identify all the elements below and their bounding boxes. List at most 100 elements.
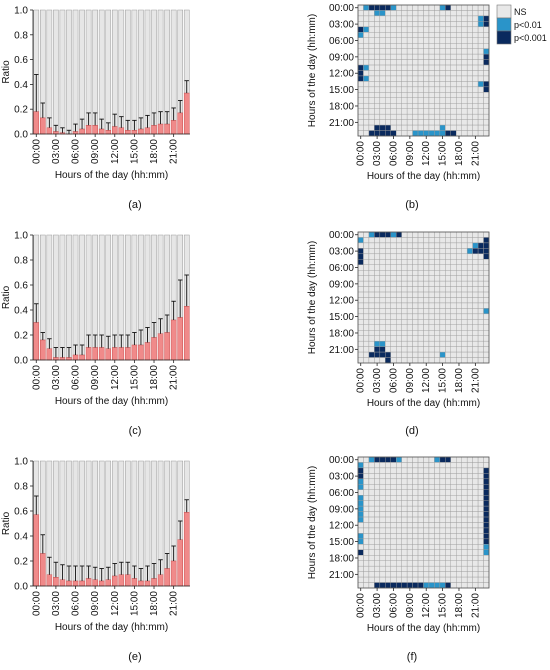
heatmap-cell-ns (477, 32, 484, 38)
heatmap-cell-ns (374, 467, 381, 474)
y-tick-label: 0.0 (14, 582, 28, 593)
heatmap-cell-ns (379, 286, 386, 293)
heatmap-cell-p01 (434, 582, 441, 589)
heatmap-cell-ns (401, 544, 408, 550)
heatmap-cell-ns (456, 340, 462, 347)
heatmap-cell-ns (363, 302, 370, 309)
heatmap-cell-ns (412, 231, 419, 238)
heatmap-cell-ns (445, 297, 451, 304)
heatmap-cell-ns (396, 340, 402, 347)
heatmap-cell-ns (445, 86, 451, 93)
ratio-bar (118, 347, 125, 361)
heatmap-cell-ns (385, 286, 391, 293)
heatmap-cell-ns (423, 308, 430, 315)
heatmap-cell-ns (412, 59, 419, 66)
heatmap-cell-ns (396, 253, 402, 260)
heatmap-cell-ns (379, 21, 386, 28)
heatmap-cell-ns (434, 500, 441, 507)
heatmap-cell-ns (368, 297, 375, 304)
heatmap-cell-ns (401, 108, 408, 115)
heatmap-cell-p01 (357, 478, 364, 485)
heatmap-cell-p01 (357, 495, 364, 501)
heatmap-cell-ns (477, 565, 484, 572)
background-bar (79, 234, 85, 356)
heatmap-cell-ns (477, 522, 484, 529)
heatmap-cell-ns (374, 103, 381, 109)
ratio-bar (46, 574, 53, 587)
heatmap-cell-ns (483, 302, 490, 309)
heatmap-cell-ns (434, 259, 441, 265)
heatmap-cell-ns (461, 297, 468, 304)
heatmap-cell-ns (461, 522, 468, 529)
heatmap-cell-ns (456, 26, 462, 33)
heatmap-cell-ns (456, 113, 462, 120)
heatmap-cell-ns (374, 97, 381, 104)
heatmap-cell-ns (401, 538, 408, 545)
heatmap-cell-ns (385, 489, 391, 496)
heatmap-cell-ns (390, 324, 397, 331)
ratio-bar (72, 580, 79, 587)
heatmap-cell-ns (445, 259, 451, 265)
heatmap-cell-ns (445, 231, 451, 238)
heatmap-cell-ns (434, 264, 441, 271)
heatmap-cell-ns (406, 500, 413, 507)
heatmap-cell-ns (477, 330, 484, 336)
y-tick-label: 00:00 (329, 455, 354, 466)
heatmap-cell-p001 (472, 248, 479, 255)
heatmap-cell-ns (368, 242, 375, 249)
heatmap-cell-ns (406, 533, 413, 540)
heatmap-cell-ns (401, 516, 408, 523)
heatmap-cell-ns (450, 484, 457, 490)
heatmap-cell-ns (434, 527, 441, 534)
heatmap-cell-ns (374, 286, 381, 293)
heatmap-cell-ns (450, 330, 457, 336)
heatmap-border (357, 456, 490, 589)
heatmap-cell-ns (472, 275, 479, 282)
heatmap-cell-ns (385, 511, 391, 518)
heatmap-cell-ns (461, 538, 468, 545)
heatmap-cell-ns (406, 462, 413, 469)
heatmap-cell-ns (472, 64, 479, 71)
heatmap-cell-ns (396, 505, 402, 512)
heatmap-cell-ns (456, 291, 462, 298)
heatmap-cell-ns (456, 53, 462, 60)
x-tick-label: 21:00 (169, 139, 180, 164)
heatmap-cell-ns (466, 500, 473, 507)
heatmap-cell-ns (439, 495, 446, 501)
heatmap-cell-ns (428, 253, 435, 260)
heatmap-cell-ns (357, 297, 364, 304)
heatmap-cell-ns (466, 103, 473, 109)
heatmap-cell-ns (461, 231, 468, 238)
heatmap-cell-ns (472, 456, 479, 463)
heatmap-cell-p001 (483, 527, 490, 534)
heatmap-cell-ns (434, 544, 441, 550)
heatmap-cell-ns (477, 231, 484, 238)
heatmap-cell-ns (439, 576, 446, 583)
heatmap-cell-p001 (374, 4, 381, 11)
heatmap-cell-ns (450, 48, 457, 55)
heatmap-cell-ns (450, 319, 457, 325)
heatmap-cell-ns (445, 75, 451, 82)
heatmap-cell-ns (456, 21, 462, 28)
heatmap-cell-ns (385, 280, 391, 287)
heatmap-cell-ns (456, 275, 462, 282)
heatmap-cell-p001 (483, 538, 490, 545)
heatmap-cell-ns (363, 544, 370, 550)
background-bar (98, 234, 105, 348)
heatmap-cell-ns (363, 103, 370, 109)
heatmap-cell-ns (472, 549, 479, 556)
heatmap-cell-ns (390, 81, 397, 88)
y-tick-label: 0.2 (14, 105, 28, 116)
heatmap-cell-ns (428, 280, 435, 287)
heatmap-cell-ns (401, 97, 408, 104)
heatmap-cell-p001 (385, 4, 391, 11)
heatmap-cell-ns (401, 275, 408, 282)
heatmap-cell-ns (363, 124, 370, 131)
background-bar (105, 9, 112, 131)
x-tick-label: 21:00 (470, 141, 481, 166)
heatmap-cell-ns (461, 97, 468, 104)
heatmap-cell-ns (412, 324, 419, 331)
heatmap-cell-ns (434, 275, 441, 282)
heatmap-cell-ns (461, 86, 468, 93)
heatmap-cell-ns (417, 286, 424, 293)
